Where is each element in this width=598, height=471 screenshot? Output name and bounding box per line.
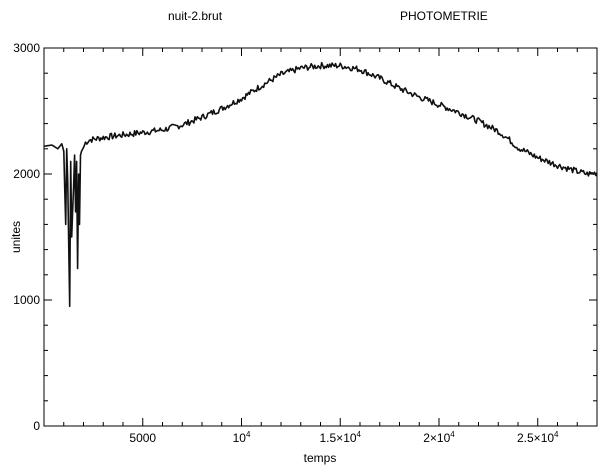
x-tick-label: 2.5×104: [517, 430, 559, 445]
y-tick-label: 2000: [13, 167, 40, 181]
y-tick-label: 3000: [13, 41, 40, 55]
x-tick-label: 1.5×104: [320, 430, 362, 445]
x-tick-label: 5000: [129, 431, 156, 445]
y-tick-label: 1000: [13, 293, 40, 307]
y-tick-label: 0: [33, 419, 40, 433]
series-line: [44, 63, 597, 307]
x-tick-label: 2×104: [423, 430, 455, 445]
chart-title-right: PHOTOMETRIE: [400, 9, 488, 23]
chart-title-left: nuit-2.brut: [168, 9, 223, 23]
y-axis-ticks: 0 1000 2000 3000: [13, 41, 597, 433]
y-axis-label: unites: [9, 221, 23, 253]
x-axis-ticks: 5000 104 1.5×104 2×104 2.5×104: [64, 48, 578, 445]
x-axis-label: temps: [304, 451, 337, 465]
plot-frame: [44, 48, 597, 426]
x-tick-label: 104: [233, 430, 251, 445]
